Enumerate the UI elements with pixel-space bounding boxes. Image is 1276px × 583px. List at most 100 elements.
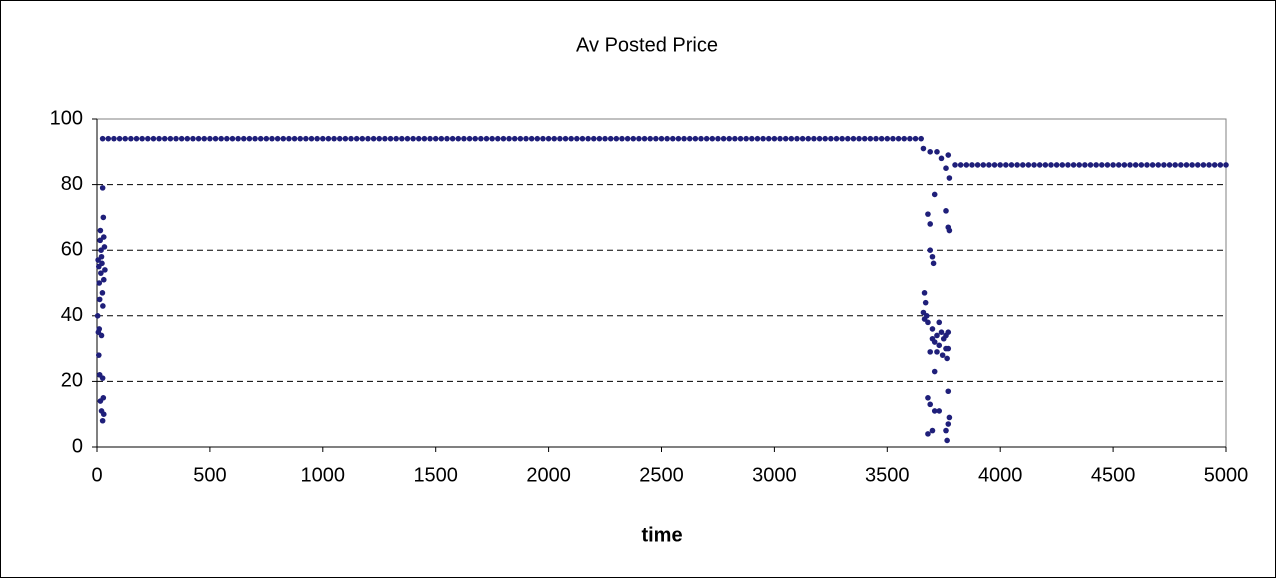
point bbox=[94, 313, 101, 319]
point bbox=[1053, 162, 1060, 168]
point bbox=[754, 135, 761, 142]
x-tick-label: 3500 bbox=[865, 464, 910, 486]
point bbox=[1014, 162, 1020, 168]
point bbox=[927, 221, 934, 227]
point bbox=[207, 135, 213, 142]
point bbox=[732, 135, 738, 142]
point bbox=[890, 135, 896, 142]
point bbox=[884, 135, 891, 142]
point bbox=[218, 135, 224, 142]
point bbox=[927, 149, 934, 155]
point bbox=[596, 135, 603, 142]
point bbox=[777, 135, 783, 142]
point bbox=[794, 135, 800, 142]
x-tick-label: 4000 bbox=[978, 464, 1023, 486]
point bbox=[432, 135, 439, 142]
point bbox=[692, 135, 699, 142]
point bbox=[100, 276, 107, 283]
point bbox=[1031, 162, 1037, 168]
point bbox=[99, 260, 105, 267]
point bbox=[1161, 162, 1167, 168]
point bbox=[99, 417, 106, 424]
point bbox=[805, 135, 812, 142]
point bbox=[150, 135, 157, 142]
point bbox=[946, 227, 953, 234]
point bbox=[1042, 162, 1049, 168]
point bbox=[1200, 162, 1207, 168]
point bbox=[500, 135, 507, 142]
x-tick-label: 1500 bbox=[413, 464, 458, 486]
point bbox=[1036, 162, 1043, 168]
point bbox=[931, 339, 938, 345]
point bbox=[602, 135, 608, 142]
point bbox=[342, 135, 349, 142]
point bbox=[528, 135, 535, 142]
point bbox=[929, 326, 936, 332]
point bbox=[1189, 162, 1195, 168]
point bbox=[816, 135, 823, 142]
point bbox=[986, 162, 992, 168]
point bbox=[1223, 162, 1229, 168]
point bbox=[1217, 162, 1224, 168]
point bbox=[101, 244, 108, 250]
point bbox=[579, 135, 586, 142]
point bbox=[1149, 162, 1156, 168]
point bbox=[703, 135, 710, 142]
point bbox=[280, 135, 287, 142]
point bbox=[511, 135, 518, 142]
x-tick-label: 2500 bbox=[639, 464, 684, 486]
point bbox=[907, 135, 913, 142]
point bbox=[314, 135, 320, 142]
point bbox=[944, 355, 950, 362]
point bbox=[833, 135, 840, 142]
point bbox=[574, 135, 580, 142]
point bbox=[331, 135, 337, 142]
point bbox=[348, 135, 354, 142]
point bbox=[167, 135, 174, 142]
point bbox=[102, 267, 108, 273]
point bbox=[927, 247, 934, 253]
point bbox=[562, 135, 569, 142]
point bbox=[946, 414, 953, 421]
point bbox=[494, 135, 501, 142]
point bbox=[1206, 162, 1212, 168]
point bbox=[945, 388, 952, 395]
point bbox=[938, 329, 945, 336]
point bbox=[99, 185, 106, 191]
point bbox=[156, 135, 162, 142]
point bbox=[991, 162, 998, 168]
point bbox=[353, 135, 360, 142]
point bbox=[936, 342, 943, 349]
point bbox=[925, 431, 931, 437]
point bbox=[523, 135, 529, 142]
point bbox=[844, 135, 851, 142]
point bbox=[128, 135, 134, 142]
point bbox=[178, 135, 185, 142]
point bbox=[943, 208, 949, 214]
point bbox=[297, 135, 304, 142]
point bbox=[929, 427, 936, 434]
point bbox=[861, 135, 868, 142]
point bbox=[478, 135, 484, 142]
point bbox=[945, 152, 952, 158]
point bbox=[455, 135, 462, 142]
x-axis-label: time bbox=[641, 524, 682, 546]
point bbox=[224, 135, 230, 142]
point bbox=[100, 214, 107, 221]
x-tick-label: 500 bbox=[193, 464, 226, 486]
point bbox=[212, 135, 219, 142]
point bbox=[675, 135, 682, 142]
point bbox=[1211, 162, 1218, 168]
point bbox=[263, 135, 270, 142]
point bbox=[925, 211, 931, 217]
point bbox=[963, 162, 970, 168]
point bbox=[291, 135, 298, 142]
point bbox=[359, 135, 366, 142]
point bbox=[585, 135, 591, 142]
point bbox=[99, 135, 106, 142]
point bbox=[653, 135, 659, 142]
point bbox=[139, 135, 145, 142]
point bbox=[931, 191, 938, 198]
